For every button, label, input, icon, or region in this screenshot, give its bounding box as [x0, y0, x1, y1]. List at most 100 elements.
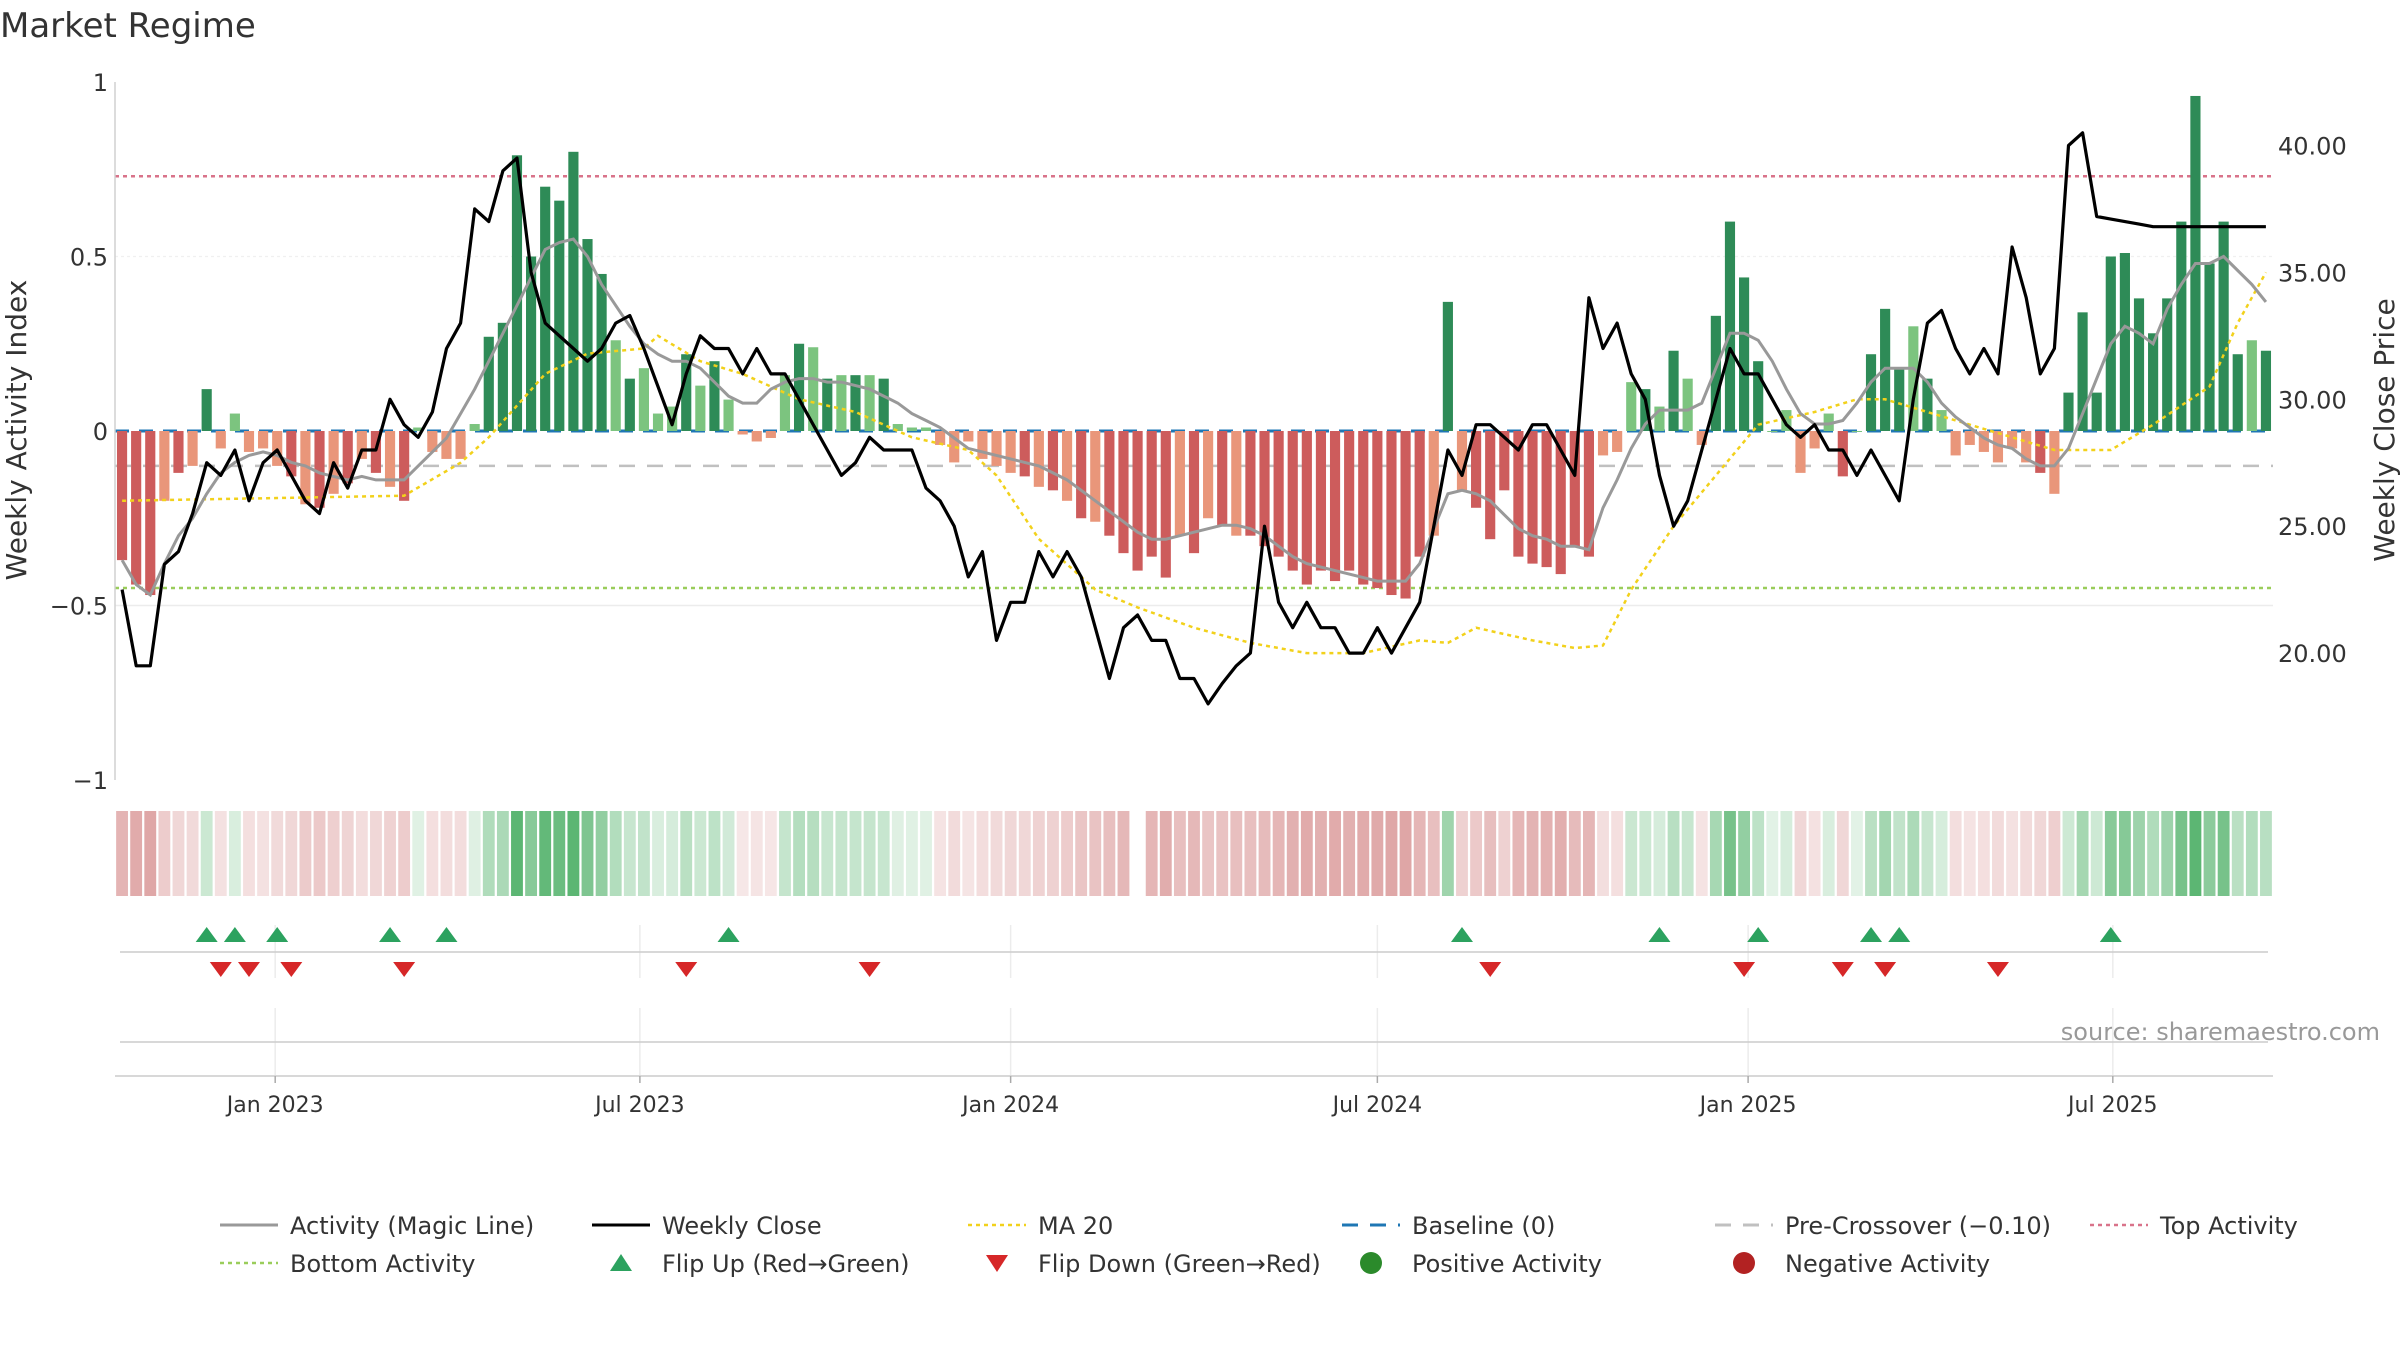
activity-bar [342, 431, 353, 484]
activity-bar [173, 431, 184, 473]
regime-cell [1032, 811, 1045, 896]
activity-bar [1442, 301, 1453, 431]
axes: 1 0.5 0 −0.5 −1 40.00 35.00 30.00 25.00 20.00 Jan … [50, 69, 2347, 1118]
regime-cell [1427, 811, 1440, 896]
activity-bar [1344, 431, 1355, 571]
activity-bar [540, 186, 551, 431]
regime-cell [2231, 811, 2244, 896]
regime-cell [1992, 811, 2004, 896]
regime-cell [666, 811, 679, 896]
activity-bar [1301, 431, 1312, 585]
regime-cell [1681, 811, 1694, 896]
activity-bar [2246, 340, 2257, 431]
activity-bar [1513, 431, 1524, 557]
activity-bar [1612, 431, 1623, 452]
regime-cell [877, 811, 890, 896]
flip-down-marker [1831, 962, 1854, 977]
activity-bar [215, 431, 226, 449]
activity-bar [1950, 431, 1961, 456]
left-tick-label: −0.5 [50, 593, 108, 621]
regime-cell [1568, 811, 1581, 896]
activity-bar [1823, 413, 1834, 431]
regime-cell [1004, 811, 1017, 896]
activity-bar [991, 431, 1002, 466]
regime-cell [285, 811, 298, 896]
activity-bar [1499, 431, 1510, 491]
activity-bar [455, 431, 466, 459]
regime-cell [1850, 811, 1863, 896]
activity-bar [1485, 431, 1496, 540]
legend-swatch [1360, 1252, 1382, 1274]
activity-bar [229, 413, 240, 431]
activity-bar [1809, 431, 1820, 449]
regime-cell [158, 811, 171, 896]
regime-cell [990, 811, 1003, 896]
series-lines [120, 131, 2268, 706]
activity-bar [1203, 431, 1214, 519]
flip-down-marker [1874, 962, 1897, 977]
legend-label: Activity (Magic Line) [290, 1212, 534, 1240]
regime-cell [2090, 811, 2103, 896]
regime-cell [186, 811, 199, 896]
regime-cell [2260, 811, 2272, 896]
x-tick-label: Jan 2025 [1698, 1093, 1797, 1118]
regime-cell [581, 811, 594, 896]
regime-cell [1667, 811, 1680, 896]
flip-down-marker [675, 962, 698, 977]
legend-label: Negative Activity [1785, 1250, 1990, 1278]
activity-bar [243, 431, 255, 452]
regime-cell [1625, 811, 1638, 896]
regime-cell [2133, 811, 2145, 896]
regime-cell [2189, 811, 2202, 896]
activity-bar [1414, 431, 1425, 557]
regime-cell [1879, 811, 1892, 896]
regime-cell [214, 811, 227, 896]
activity-bar [554, 200, 565, 431]
activity-bar [511, 155, 523, 432]
activity-bar [1978, 431, 1989, 452]
regime-cell [1173, 811, 1186, 896]
regime-cell [2245, 811, 2258, 896]
regime-cell [2203, 811, 2216, 896]
flip-up-marker [1747, 927, 1770, 942]
activity-bar [1118, 431, 1129, 554]
regime-cell [1977, 811, 1990, 896]
activity-bar [2063, 392, 2074, 431]
regime-cell [1907, 811, 1920, 896]
flip-up-marker [379, 927, 402, 942]
activity-bar [1992, 431, 2004, 463]
regime-cell [116, 811, 128, 896]
regime-cell [680, 811, 693, 896]
regime-cell [228, 811, 241, 896]
activity-bar [1696, 431, 1707, 445]
regime-cell [1315, 811, 1327, 896]
regime-cell [1653, 811, 1666, 896]
activity-bar [1174, 431, 1185, 536]
activity-bar [497, 322, 508, 431]
x-tick-label: Jan 2023 [225, 1093, 324, 1118]
legend-label: Flip Down (Green→Red) [1038, 1250, 1321, 1278]
activity-bar [1908, 326, 1919, 431]
regime-cell [1188, 811, 1200, 896]
activity-bar [949, 431, 960, 463]
regime-cell [849, 811, 862, 896]
activity-bar [624, 378, 635, 431]
regime-cell [1470, 811, 1483, 896]
activity-bar [1287, 431, 1298, 571]
activity-bar [1626, 382, 1637, 431]
regime-cell [1597, 811, 1609, 896]
activity-bar [1132, 431, 1143, 571]
activity-bar [1061, 431, 1073, 501]
activity-bar [2133, 298, 2145, 431]
regime-cell [863, 811, 876, 896]
regime-cell [496, 811, 509, 896]
activity-bar [808, 347, 819, 431]
activity-bar [878, 378, 889, 431]
activity-bar [963, 431, 974, 442]
regime-cell [764, 811, 777, 896]
regime-cell [1724, 811, 1736, 896]
activity-bar [1936, 410, 1947, 431]
flip-up-marker [1450, 927, 1473, 942]
activity-bar [638, 368, 649, 431]
